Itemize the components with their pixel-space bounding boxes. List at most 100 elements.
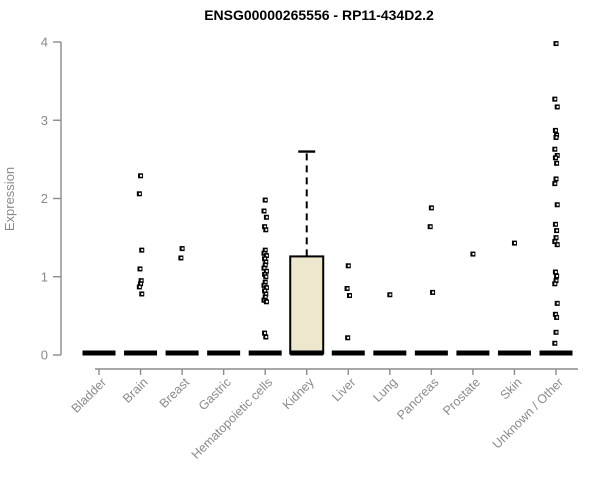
data-point-center bbox=[264, 225, 267, 228]
data-point-center bbox=[432, 291, 435, 294]
y-tick-label: 1 bbox=[41, 269, 48, 284]
data-point-center bbox=[139, 267, 142, 270]
y-tick-label: 2 bbox=[41, 191, 48, 206]
x-category-label: Prostate bbox=[440, 375, 483, 418]
data-point-center bbox=[555, 279, 558, 282]
data-point-center bbox=[141, 292, 144, 295]
x-category-label: Hematopoietic cells bbox=[189, 375, 276, 462]
data-point-center bbox=[140, 279, 143, 282]
chart-title: ENSG00000265556 - RP11-434D2.2 bbox=[204, 7, 434, 23]
data-point-center bbox=[389, 293, 392, 296]
data-point-center bbox=[554, 282, 557, 285]
data-point-center bbox=[554, 313, 557, 316]
data-point-center bbox=[555, 236, 558, 239]
data-point-center bbox=[140, 282, 143, 285]
zero-median-bar bbox=[248, 350, 282, 356]
data-point-center bbox=[554, 223, 557, 226]
data-point-center bbox=[556, 316, 559, 319]
data-point-center bbox=[264, 257, 267, 260]
data-point-center bbox=[181, 247, 184, 250]
data-point-center bbox=[555, 331, 558, 334]
zero-median-bar bbox=[165, 350, 199, 356]
data-point-center bbox=[141, 249, 144, 252]
data-point-center bbox=[554, 156, 557, 159]
data-point-center bbox=[554, 148, 557, 151]
data-point-center bbox=[554, 129, 557, 132]
data-point-center bbox=[265, 292, 268, 295]
zero-median-bar bbox=[331, 350, 365, 356]
data-point-center bbox=[555, 177, 558, 180]
box-kidney bbox=[289, 255, 325, 355]
data-point-center bbox=[554, 98, 557, 101]
zero-median-bar bbox=[497, 350, 531, 356]
x-category-label: Lung bbox=[370, 375, 400, 405]
data-point-center bbox=[138, 192, 141, 195]
data-point-center bbox=[264, 296, 267, 299]
y-tick-label: 4 bbox=[41, 35, 48, 50]
data-point-center bbox=[555, 136, 558, 139]
chart-layer: 0 1 2 3 4 Bladder Brain Breast GastricHematopoie… bbox=[41, 35, 578, 462]
data-point-center bbox=[554, 240, 557, 243]
data-point-center bbox=[264, 199, 267, 202]
data-point-center bbox=[556, 203, 559, 206]
data-point-center bbox=[264, 264, 267, 267]
data-point-center bbox=[265, 228, 268, 231]
data-point-center bbox=[265, 260, 268, 263]
data-point-center bbox=[556, 274, 559, 277]
x-category-label: Brain bbox=[120, 375, 151, 406]
data-point-center bbox=[472, 253, 475, 256]
zero-median-bar bbox=[373, 350, 407, 356]
x-category-label: Unknown / Other bbox=[490, 375, 566, 451]
data-point-center bbox=[263, 210, 266, 213]
data-point-center bbox=[264, 332, 267, 335]
data-point-center bbox=[265, 300, 268, 303]
zero-median-bar bbox=[124, 350, 158, 356]
x-category-label: Bladder bbox=[69, 375, 109, 415]
x-category-label: Kidney bbox=[280, 375, 317, 412]
data-point-center bbox=[265, 336, 268, 339]
data-point-center bbox=[265, 254, 268, 257]
data-point-center bbox=[554, 342, 557, 345]
data-point-center bbox=[513, 242, 516, 245]
data-point-center bbox=[556, 162, 559, 165]
data-point-center bbox=[346, 287, 349, 290]
y-tick-label: 3 bbox=[41, 113, 48, 128]
x-category-label: Skin bbox=[497, 375, 524, 402]
zero-median-bar bbox=[290, 350, 324, 356]
data-point-center bbox=[140, 174, 143, 177]
data-point-center bbox=[347, 264, 350, 267]
x-category-label: Pancreas bbox=[394, 375, 441, 422]
data-point-center bbox=[556, 229, 559, 232]
data-point-center bbox=[556, 302, 559, 305]
x-category-label: Breast bbox=[157, 375, 193, 411]
data-point-center bbox=[348, 294, 351, 297]
zero-median-bar bbox=[82, 350, 116, 356]
zero-median-bar bbox=[456, 350, 490, 356]
zero-median-bar bbox=[539, 350, 573, 356]
data-point-center bbox=[556, 243, 559, 246]
data-point-center bbox=[263, 267, 266, 270]
zero-median-bar bbox=[207, 350, 241, 356]
data-point-center bbox=[265, 216, 268, 219]
data-point-center bbox=[555, 42, 558, 45]
data-point-center bbox=[429, 225, 432, 228]
data-point-center bbox=[180, 256, 183, 259]
data-point-center bbox=[556, 105, 559, 108]
data-point-center bbox=[554, 182, 557, 185]
zero-median-bar bbox=[414, 350, 448, 356]
data-point-center bbox=[554, 271, 557, 274]
y-tick-label: 0 bbox=[41, 348, 48, 363]
data-point-center bbox=[264, 281, 267, 284]
x-category-label: Liver bbox=[329, 375, 358, 404]
data-point-center bbox=[430, 206, 433, 209]
data-point-center bbox=[265, 286, 268, 289]
data-point-center bbox=[264, 249, 267, 252]
data-point-center bbox=[347, 336, 350, 339]
data-point-center bbox=[264, 289, 267, 292]
data-point-center bbox=[265, 270, 268, 273]
data-point-center bbox=[138, 285, 141, 288]
x-category-label: Gastric bbox=[196, 375, 234, 413]
y-axis-title: Expression bbox=[2, 167, 17, 231]
